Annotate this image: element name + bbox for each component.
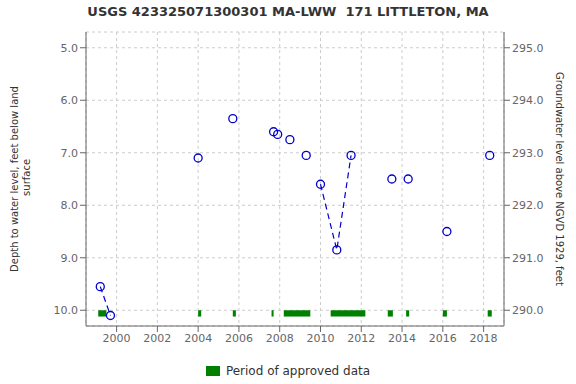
svg-text:293.0: 293.0	[512, 147, 544, 160]
svg-text:2016: 2016	[429, 332, 457, 345]
svg-text:2010: 2010	[306, 332, 334, 345]
svg-text:2006: 2006	[225, 332, 253, 345]
svg-text:6.0: 6.0	[61, 94, 79, 107]
svg-text:2018: 2018	[470, 332, 498, 345]
svg-text:290.0: 290.0	[512, 304, 544, 317]
svg-text:292.0: 292.0	[512, 199, 544, 212]
svg-text:Depth to water level, feet bel: Depth to water level, feet below land su…	[9, 86, 32, 272]
svg-text:294.0: 294.0	[512, 94, 544, 107]
svg-text:291.0: 291.0	[512, 252, 544, 265]
svg-text:8.0: 8.0	[61, 199, 79, 212]
svg-text:2000: 2000	[103, 332, 131, 345]
svg-text:295.0: 295.0	[512, 42, 544, 55]
html-text:Period of approved data: Period of approved data	[225, 364, 371, 378]
svg-text:Groundwater level above NGVD 1: Groundwater level above NGVD 1929, feet	[554, 72, 565, 286]
svg-text:5.0: 5.0	[61, 42, 79, 55]
html-text:USGS 423325071300301 MA-LWW 17: USGS 423325071300301 MA-LWW 171 LITTLETO…	[87, 4, 489, 19]
svg-text:2012: 2012	[347, 332, 375, 345]
svg-text:7.0: 7.0	[61, 147, 79, 160]
svg-text:10.0: 10.0	[54, 304, 79, 317]
svg-text:2008: 2008	[266, 332, 294, 345]
svg-text:2002: 2002	[143, 332, 171, 345]
svg-text:2014: 2014	[388, 332, 416, 345]
svg-text:9.0: 9.0	[61, 252, 79, 265]
svg-text:2004: 2004	[184, 332, 212, 345]
